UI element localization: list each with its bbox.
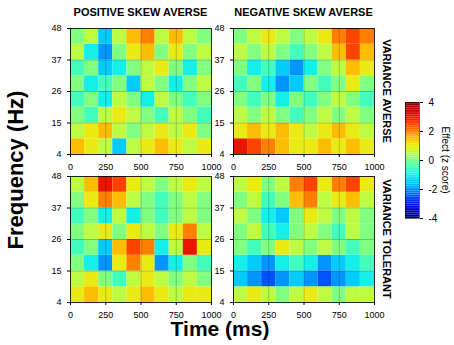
svg-text:1000: 1000 (364, 310, 384, 320)
svg-text:26: 26 (51, 86, 61, 96)
svg-text:0: 0 (429, 155, 435, 166)
svg-text:250: 250 (98, 310, 113, 320)
html-text:Effect (z score): Effect (z score) (440, 126, 451, 194)
svg-text:500: 500 (133, 310, 148, 320)
html-text:VARIANCE TOLERANT: VARIANCE TOLERANT (381, 179, 393, 299)
svg-text:37: 37 (51, 203, 61, 213)
svg-text:15: 15 (51, 118, 61, 128)
svg-text:26: 26 (51, 234, 61, 244)
svg-text:0: 0 (231, 309, 236, 320)
svg-text:0: 0 (68, 310, 73, 320)
svg-text:2: 2 (429, 126, 435, 137)
svg-text:1000: 1000 (201, 162, 221, 172)
svg-text:15: 15 (214, 118, 224, 128)
svg-text:37: 37 (214, 203, 224, 213)
svg-text:26: 26 (214, 234, 224, 244)
svg-text:4: 4 (56, 149, 61, 159)
svg-text:500: 500 (133, 162, 148, 172)
svg-text:1000: 1000 (201, 309, 222, 320)
html-text:Time (ms): Time (ms) (170, 317, 270, 340)
svg-text:0: 0 (231, 162, 236, 172)
svg-text:750: 750 (168, 309, 184, 320)
svg-text:-2: -2 (429, 184, 438, 195)
svg-text:750: 750 (332, 162, 347, 172)
svg-text:48: 48 (214, 171, 224, 181)
svg-text:48: 48 (214, 23, 224, 33)
svg-text:48: 48 (51, 23, 61, 33)
svg-text:48: 48 (51, 171, 61, 181)
svg-text:37: 37 (214, 55, 224, 65)
svg-text:250: 250 (261, 309, 277, 320)
svg-text:15: 15 (51, 266, 61, 276)
html-text:NEGATIVE SKEW AVERSE: NEGATIVE SKEW AVERSE (234, 6, 373, 18)
svg-text:500: 500 (296, 162, 311, 172)
svg-text:-4: -4 (429, 213, 438, 224)
svg-text:4: 4 (56, 297, 61, 307)
html-text:VARIANCE AVERSE: VARIANCE AVERSE (381, 39, 393, 143)
html-text:POSITIVE SKEW AVERSE: POSITIVE SKEW AVERSE (73, 6, 208, 18)
svg-text:26: 26 (214, 86, 224, 96)
svg-text:750: 750 (332, 310, 347, 320)
svg-text:15: 15 (214, 266, 224, 276)
html-text:Frequency (Hz): Frequency (Hz) (3, 90, 28, 250)
svg-text:1000: 1000 (364, 162, 384, 172)
svg-text:0: 0 (68, 162, 73, 172)
svg-text:37: 37 (51, 55, 61, 65)
svg-text:250: 250 (261, 162, 276, 172)
svg-text:250: 250 (98, 162, 113, 172)
svg-text:4: 4 (219, 297, 224, 307)
svg-text:750: 750 (169, 162, 184, 172)
svg-text:500: 500 (296, 310, 311, 320)
svg-text:4: 4 (429, 97, 435, 108)
svg-text:4: 4 (219, 149, 224, 159)
